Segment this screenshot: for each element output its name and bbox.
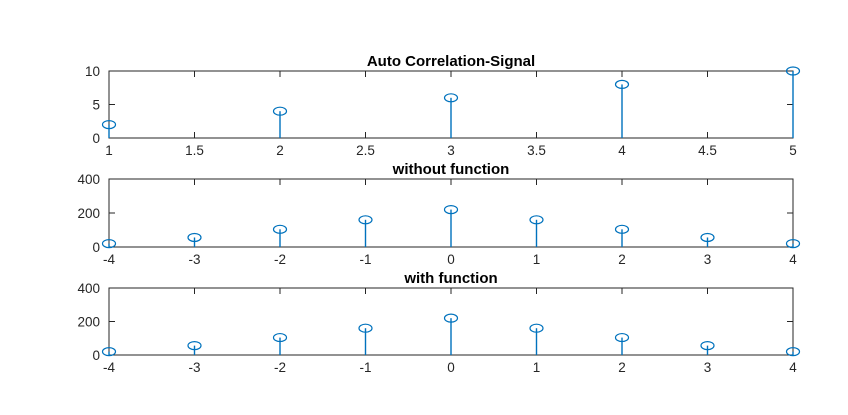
plot2-xtick-label: -2 bbox=[274, 252, 286, 267]
plot3-xtick-label: -3 bbox=[188, 360, 200, 375]
plot2-marker bbox=[101, 239, 117, 249]
plot2-marker bbox=[272, 224, 288, 234]
plot2-marker bbox=[358, 215, 373, 225]
plot2-ytick-label: 400 bbox=[77, 172, 100, 187]
plot2-ytick-label: 0 bbox=[92, 240, 100, 255]
plot3-xtick-label: 1 bbox=[533, 360, 541, 375]
plot2-xtick-label: 1 bbox=[533, 252, 541, 267]
plot3-xtick-label: 4 bbox=[789, 360, 797, 375]
plot1-ytick-label: 5 bbox=[92, 98, 100, 113]
plot1: 1 1.5 2 2.5 3 3.5 4 4.5 5 0 5 10 Auto Correlation-Si… bbox=[85, 53, 801, 158]
plot3-marker bbox=[101, 347, 117, 357]
plot2-xtick-label: 0 bbox=[447, 252, 455, 267]
plot3-marker bbox=[785, 347, 801, 357]
plot3-ytick-label: 0 bbox=[92, 348, 100, 363]
plot1-xtick-label: 2.5 bbox=[356, 143, 375, 158]
plot1-xtick-label: 5 bbox=[789, 143, 797, 158]
plot3-marker bbox=[358, 323, 373, 333]
plot3-ytick-label: 200 bbox=[77, 315, 100, 330]
plot3-xtick-label: 3 bbox=[704, 360, 712, 375]
plot2-xtick-label: -3 bbox=[188, 252, 200, 267]
plot2-marker bbox=[443, 205, 459, 215]
plot2-marker bbox=[785, 239, 801, 249]
plot2-marker bbox=[529, 215, 544, 225]
plot1-xtick-label: 1.5 bbox=[185, 143, 204, 158]
plot2-xtick-label: 4 bbox=[789, 252, 797, 267]
plot1-marker bbox=[785, 66, 801, 76]
plot1-xtick-label: 1 bbox=[105, 143, 113, 158]
plot2: -4 -3 -2 -1 0 1 2 3 4 0 200 400 without function bbox=[77, 161, 801, 267]
plot2-marker bbox=[187, 232, 202, 243]
plot2-xtick-label: 3 bbox=[704, 252, 712, 267]
plot1-marker bbox=[272, 106, 288, 116]
plot2-marker bbox=[614, 224, 630, 234]
plot2-ytick-label: 200 bbox=[77, 206, 100, 221]
plot1-ytick-label: 10 bbox=[85, 64, 100, 79]
plot3: -4 -3 -2 -1 0 1 2 3 4 0 200 400 with function bbox=[77, 270, 801, 375]
plot1-marker bbox=[614, 79, 630, 90]
plot1-title: Auto Correlation-Signal bbox=[367, 53, 535, 70]
plot3-marker bbox=[187, 341, 202, 351]
plot2-xtick-label: 2 bbox=[618, 252, 626, 267]
plot3-marker bbox=[700, 341, 715, 351]
plot3-xtick-label: -1 bbox=[359, 360, 371, 375]
plot3-marker bbox=[443, 313, 459, 323]
plot2-marker bbox=[700, 232, 715, 243]
plot3-title: with function bbox=[403, 270, 497, 287]
plot2-xtick-label: -4 bbox=[103, 252, 115, 267]
plot2-xtick-label: -1 bbox=[359, 252, 371, 267]
plot1-xtick-label: 3.5 bbox=[527, 143, 546, 158]
plot1-xtick-label: 2 bbox=[276, 143, 284, 158]
plot3-xtick-label: 0 bbox=[447, 360, 455, 375]
plot1-marker bbox=[101, 119, 117, 130]
plot2-title: without function bbox=[392, 161, 510, 178]
plot3-xtick-label: 2 bbox=[618, 360, 626, 375]
plot1-xtick-label: 4.5 bbox=[698, 143, 717, 158]
plot1-xtick-label: 3 bbox=[447, 143, 455, 158]
plot1-xtick-label: 4 bbox=[618, 143, 626, 158]
plot3-marker bbox=[272, 332, 288, 343]
plot1-marker bbox=[443, 93, 459, 103]
plot3-marker bbox=[614, 332, 630, 343]
plot3-xtick-label: -2 bbox=[274, 360, 286, 375]
plot3-xtick-label: -4 bbox=[103, 360, 115, 375]
plot1-ytick-label: 0 bbox=[92, 131, 100, 146]
plot3-marker bbox=[529, 323, 544, 333]
plot3-ytick-label: 400 bbox=[77, 281, 100, 296]
